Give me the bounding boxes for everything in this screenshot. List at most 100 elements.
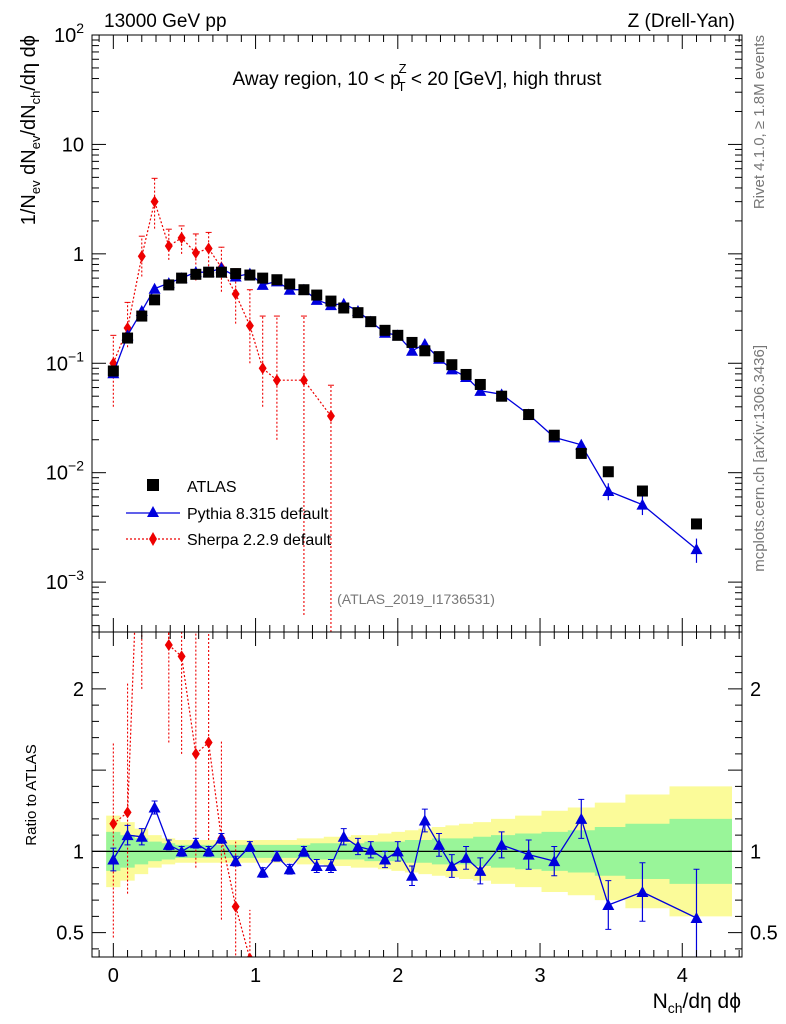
y-tick-label-ratio-right: 0.5 — [750, 923, 778, 945]
rivet-label: Rivet 4.1.0, ≥ 1.8M events — [751, 35, 768, 209]
header-left: 13000 GeV pp — [104, 11, 227, 32]
atlas-point — [575, 447, 587, 459]
pythia-point — [690, 543, 703, 555]
pythia-ratio-point — [575, 812, 588, 824]
pythia-point — [636, 498, 649, 510]
y-tick-label-main: 10−3 — [46, 567, 84, 594]
atlas-point — [203, 266, 215, 278]
atlas-point — [149, 294, 161, 306]
pythia-ratio-point — [297, 845, 310, 857]
title-rest: < 20 [GeV], high thrust — [406, 69, 603, 90]
header-right: Z (Drell-Yan) — [628, 11, 735, 32]
title-sub: T — [398, 79, 406, 94]
atlas-point — [311, 289, 323, 301]
x-tick-label: 1 — [250, 965, 261, 987]
atlas-point — [365, 316, 377, 328]
sherpa-point — [137, 250, 146, 263]
main-plot-marks — [107, 177, 703, 632]
analysis-id: (ATLAS_2019_I1736531) — [337, 591, 495, 607]
pythia-ratio-point — [229, 855, 242, 867]
sherpa-point — [164, 239, 173, 252]
mcplots-label: mcplots.cern.ch [arXiv:1306.3436] — [751, 345, 768, 572]
pythia-ratio-point — [351, 840, 364, 852]
pythia-ratio-point — [474, 864, 487, 876]
atlas-point — [460, 368, 472, 380]
sherpa-ratio-point — [164, 639, 173, 651]
pythia-point — [406, 344, 419, 356]
sherpa-point — [258, 362, 267, 375]
atlas-point — [284, 278, 296, 290]
x-tick-label: 4 — [677, 965, 688, 987]
ratio-plot-marks — [107, 632, 703, 957]
sherpa-ratio-point — [191, 747, 200, 760]
pythia-point — [474, 384, 487, 396]
pythia-ratio-point — [337, 830, 350, 842]
atlas-point — [190, 268, 202, 280]
atlas-point — [257, 272, 269, 284]
sherpa-point — [231, 287, 240, 300]
y-tick-label-main: 10−1 — [46, 348, 84, 375]
pythia-ratio-point — [256, 866, 269, 878]
pythia-ratio-point — [310, 860, 323, 871]
sherpa-point — [150, 195, 159, 208]
legend-marker-sherpa — [149, 532, 157, 546]
pythia-ratio-point — [406, 869, 419, 881]
pythia-point — [575, 438, 588, 450]
atlas-point — [325, 295, 337, 307]
atlas-point — [230, 268, 242, 280]
sherpa-ratio-point — [123, 806, 132, 819]
sherpa-point — [177, 231, 186, 244]
pythia-ratio-point — [215, 832, 228, 844]
y-tick-label-ratio: 1 — [73, 841, 84, 863]
legend-label-atlas: ATLAS — [187, 479, 237, 496]
pythia-ratio-point — [283, 863, 296, 875]
pythia-ratio-group — [107, 798, 703, 957]
y-tick-label-ratio: 0.5 — [56, 923, 84, 945]
atlas-point — [352, 307, 364, 319]
pythia-ratio-point — [324, 860, 337, 871]
pythia-ratio-point — [433, 838, 446, 850]
atlas-point — [244, 269, 256, 281]
pythia-ratio-point — [148, 801, 161, 813]
sherpa-point — [272, 374, 281, 387]
plot-title: Away region, 10 < pZ T < 20 [GeV], high t… — [233, 61, 603, 94]
sherpa-ratio-group — [109, 632, 253, 957]
sherpa-line — [112, 199, 332, 417]
atlas-point — [690, 518, 702, 530]
y-axis-label-main: 1/Nev dNev/dNch/dη dϕ — [18, 35, 43, 225]
y-tick-label-ratio-right: 1 — [750, 841, 761, 863]
pythia-ratio-point — [445, 860, 458, 871]
axes-ticks: 0 1 2 3 4 102 10 1 10−1 10−2 10−3 2 2 1 1 0.5 0.5 — [46, 20, 778, 987]
pythia-ratio-point — [107, 853, 120, 865]
legend-marker-pythia — [147, 506, 159, 517]
legend: ATLAS Pythia 8.315 default Sherpa 2.2.9 … — [126, 479, 332, 549]
atlas-point — [446, 359, 458, 371]
atlas-point — [215, 266, 227, 278]
sherpa-ratio-point — [109, 817, 118, 830]
pythia-ratio-point — [243, 840, 256, 852]
y-tick-label-ratio: 2 — [73, 679, 84, 701]
x-tick-label: 0 — [108, 965, 119, 987]
y-tick-label-main: 10−2 — [46, 458, 84, 485]
pythia-ratio-point — [121, 829, 134, 841]
pythia-ratio-point — [391, 845, 404, 857]
atlas-point — [298, 284, 310, 296]
atlas-point — [136, 310, 148, 322]
pythia-ratio-point — [602, 899, 615, 910]
pythia-ratio-point — [202, 845, 215, 857]
pythia-ratio-point — [548, 855, 561, 867]
x-axis-label: Nch/dη dϕ — [653, 990, 741, 1016]
atlas-point — [496, 390, 508, 402]
atlas-point — [271, 274, 283, 286]
pythia-ratio-point — [162, 838, 175, 850]
y-tick-label-main: 1 — [73, 244, 84, 266]
y-tick-label-ratio-right: 2 — [750, 679, 761, 701]
atlas-point — [419, 345, 431, 357]
atlas-point — [163, 279, 175, 291]
sherpa-ratio-point — [177, 650, 186, 663]
sherpa-point — [245, 319, 254, 332]
pythia-ratio-point — [135, 830, 148, 842]
pythia-ratio-point — [690, 912, 703, 923]
y-tick-label-main: 102 — [54, 20, 84, 47]
